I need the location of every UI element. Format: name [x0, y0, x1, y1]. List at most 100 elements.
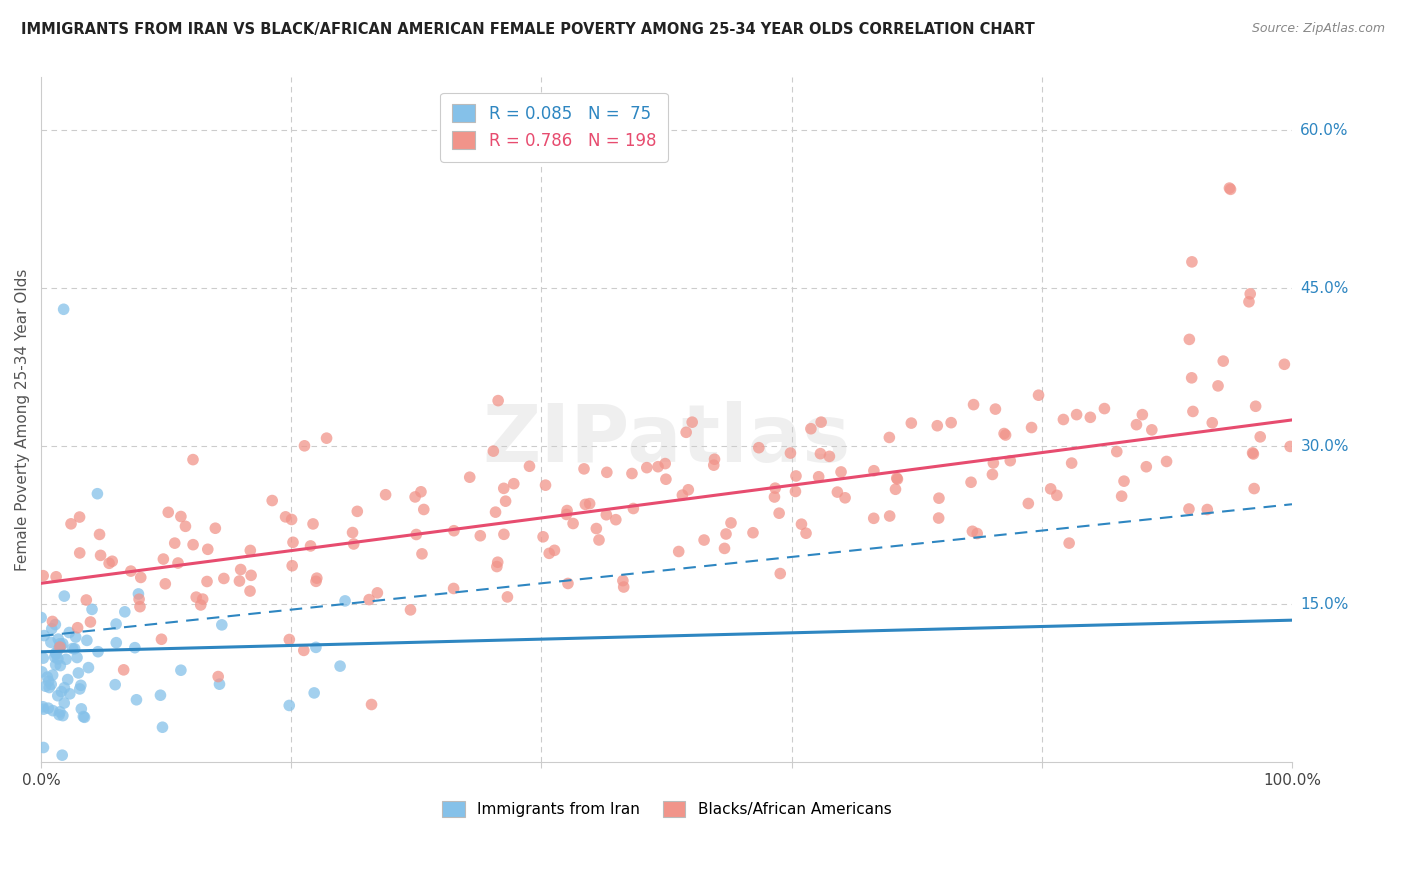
Point: [939, 416, 962, 430]
Point: [46, 652, 69, 666]
Point: [46, 632, 69, 646]
Point: [366, 586, 388, 600]
Point: [32, 702, 55, 716]
Point: [39, 635, 62, 649]
Point: [186, 590, 208, 604]
Legend: Immigrants from Iran, Blacks/African Americans: Immigrants from Iran, Blacks/African Ame…: [436, 795, 897, 823]
Point: [31, 665, 53, 679]
Point: [38, 674, 60, 689]
Point: [714, 527, 737, 541]
Point: [748, 441, 770, 455]
Point: [66, 650, 89, 665]
Point: [69, 681, 91, 696]
Point: [278, 698, 301, 713]
Point: [763, 481, 786, 495]
Point: [621, 501, 644, 516]
Point: [152, 552, 174, 566]
Point: [404, 490, 426, 504]
Point: [983, 456, 1005, 470]
Point: [1239, 286, 1261, 301]
Point: [120, 564, 142, 578]
Point: [1212, 354, 1234, 368]
Point: [343, 537, 366, 551]
Point: [1243, 482, 1265, 496]
Point: [101, 554, 124, 568]
Point: [671, 488, 693, 502]
Point: [703, 458, 725, 472]
Point: [207, 669, 229, 683]
Point: [574, 497, 596, 511]
Point: [69, 510, 91, 524]
Point: [984, 402, 1007, 417]
Point: [281, 558, 304, 573]
Point: [329, 659, 352, 673]
Point: [960, 475, 983, 490]
Point: [45, 647, 67, 661]
Point: [239, 543, 262, 558]
Point: [713, 541, 735, 556]
Point: [790, 517, 813, 532]
Point: [51, 748, 73, 763]
Point: [70, 702, 93, 716]
Point: [44, 617, 66, 632]
Point: [170, 663, 193, 677]
Point: [86, 486, 108, 500]
Point: [1125, 417, 1147, 432]
Point: [519, 459, 541, 474]
Point: [1105, 444, 1128, 458]
Point: [1219, 182, 1241, 196]
Point: [59, 687, 82, 701]
Point: [502, 476, 524, 491]
Point: [157, 505, 180, 519]
Point: [127, 587, 149, 601]
Point: [294, 439, 316, 453]
Point: [69, 678, 91, 692]
Point: [1201, 416, 1223, 430]
Point: [53, 696, 76, 710]
Point: [834, 491, 856, 505]
Point: [879, 430, 901, 444]
Text: 15.0%: 15.0%: [1301, 597, 1348, 612]
Point: [150, 632, 173, 647]
Point: [557, 576, 579, 591]
Point: [555, 508, 578, 522]
Point: [492, 481, 515, 495]
Point: [52, 637, 75, 651]
Point: [98, 557, 121, 571]
Point: [37, 670, 59, 684]
Point: [1140, 423, 1163, 437]
Point: [41, 615, 63, 629]
Point: [89, 527, 111, 541]
Point: [411, 547, 433, 561]
Point: [58, 625, 80, 640]
Point: [966, 526, 988, 541]
Point: [211, 618, 233, 632]
Point: [585, 522, 607, 536]
Y-axis label: Female Poverty Among 25-34 Year Olds: Female Poverty Among 25-34 Year Olds: [15, 268, 30, 571]
Point: [63, 641, 86, 656]
Point: [359, 592, 381, 607]
Point: [55, 652, 77, 666]
Point: [588, 533, 610, 547]
Point: [53, 589, 76, 603]
Point: [1039, 482, 1062, 496]
Point: [800, 422, 823, 436]
Point: [496, 590, 519, 604]
Point: [1046, 488, 1069, 502]
Point: [543, 543, 565, 558]
Point: [807, 469, 830, 483]
Point: [675, 425, 697, 440]
Point: [46, 689, 69, 703]
Point: [596, 466, 619, 480]
Point: [49, 639, 72, 653]
Point: [785, 484, 807, 499]
Point: [1241, 447, 1264, 461]
Point: [1178, 502, 1201, 516]
Point: [65, 630, 87, 644]
Point: [981, 467, 1004, 482]
Point: [239, 584, 262, 599]
Point: [1206, 379, 1229, 393]
Point: [443, 582, 465, 596]
Point: [886, 472, 908, 486]
Point: [114, 605, 136, 619]
